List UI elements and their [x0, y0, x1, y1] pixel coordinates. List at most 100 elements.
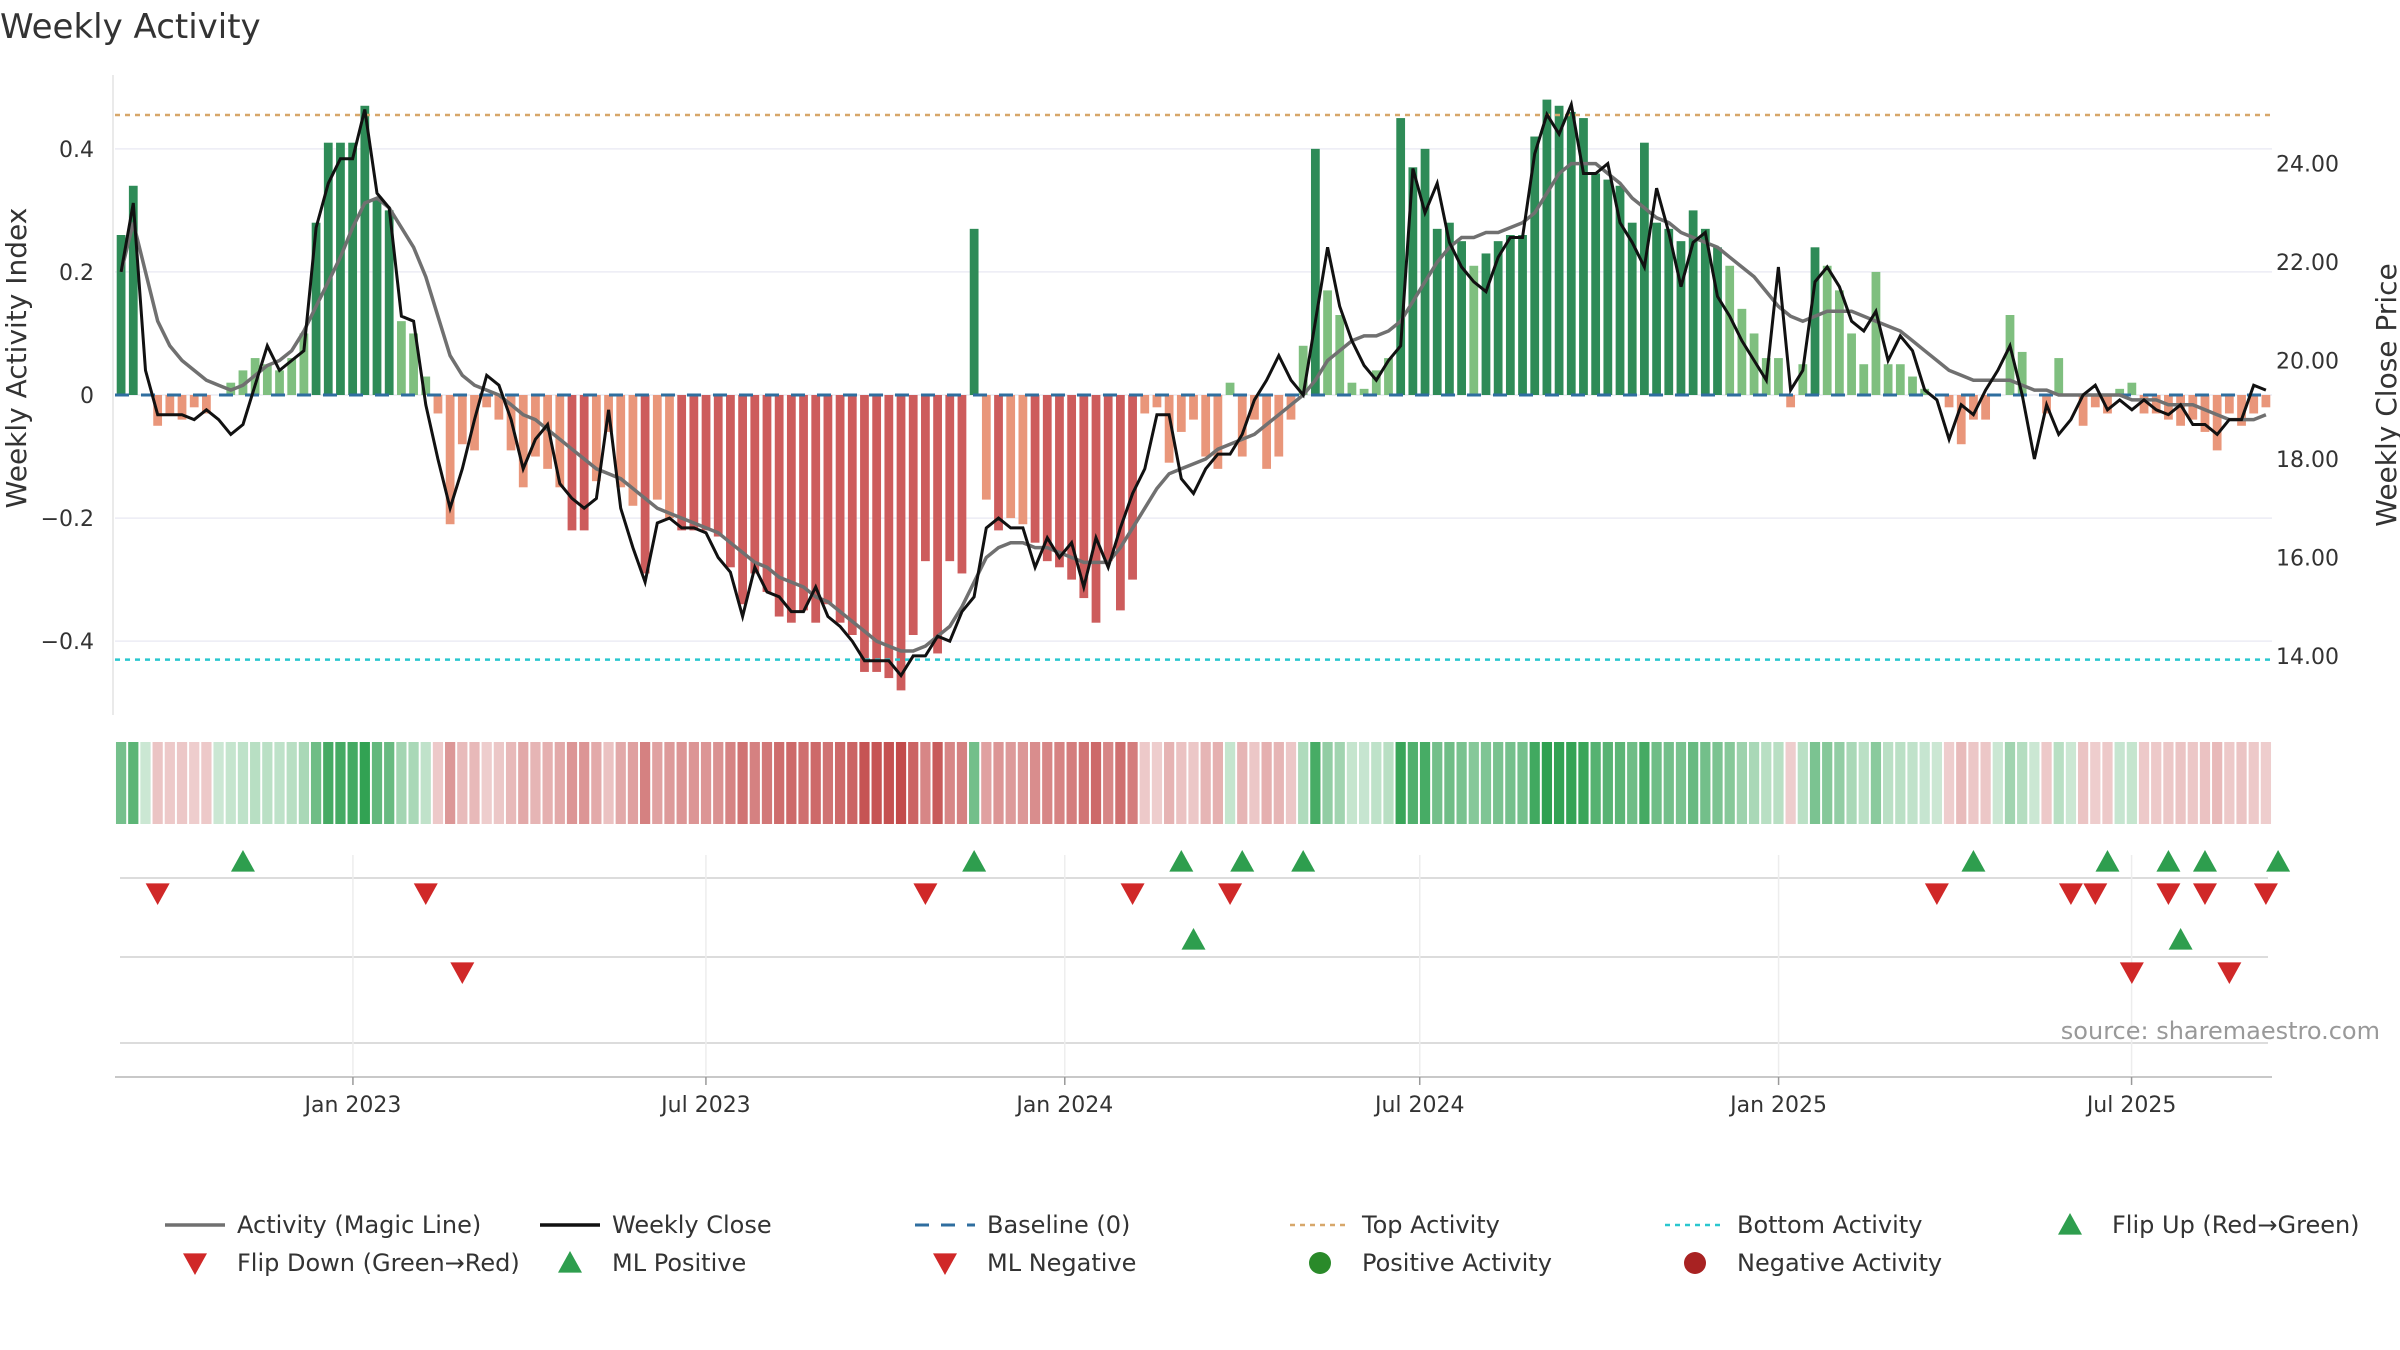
left-tick-label: −0.4: [41, 630, 94, 655]
activity-cell: [1151, 742, 1163, 824]
activity-bar: [933, 395, 942, 654]
activity-bar: [591, 395, 601, 482]
activity-bar: [1627, 222, 1637, 395]
activity-bar: [945, 395, 955, 562]
activity-bar: [762, 395, 772, 592]
activity-cell: [1419, 742, 1431, 824]
activity-bar: [323, 142, 333, 395]
activity-bar: [1128, 395, 1137, 580]
activity-bar: [457, 395, 467, 445]
activity-cell: [615, 742, 626, 824]
activity-bar: [969, 228, 979, 395]
weekly-close-line: [119, 99, 2267, 679]
activity-bar: [1652, 222, 1661, 395]
activity-cell: [1858, 742, 1869, 824]
activity-bar: [494, 395, 504, 420]
activity-cell: [1273, 742, 1284, 824]
legend-label: Baseline (0): [987, 1211, 1130, 1239]
activity-bar: [835, 395, 845, 623]
activity-bar: [2176, 395, 2185, 426]
activity-bar: [1176, 395, 1186, 432]
right-tick-label: 24.00: [2276, 153, 2339, 178]
activity-cell: [2163, 742, 2174, 824]
legend-swatch: [2058, 1213, 2082, 1235]
activity-bar: [847, 395, 857, 635]
right-tick-label: 20.00: [2276, 350, 2339, 375]
activity-cell: [822, 742, 834, 824]
activity-cell: [652, 742, 663, 824]
flip-up-marker: [1291, 850, 1316, 872]
activity-bar: [896, 395, 906, 691]
activity-cell: [1493, 742, 1504, 824]
activity-cell: [237, 742, 249, 824]
activity-bar: [1737, 308, 1747, 395]
activity-cell: [1139, 742, 1150, 824]
date-tick-label: Jan 2023: [302, 1093, 401, 1118]
right-tick-label: 16.00: [2276, 546, 2339, 571]
activity-cell: [1224, 742, 1236, 824]
activity-bar: [1323, 290, 1332, 395]
activity-cell: [140, 742, 151, 824]
activity-bar: [2054, 358, 2064, 395]
legend-label: Bottom Activity: [1737, 1211, 1922, 1239]
activity-bar: [1542, 99, 1552, 395]
activity-bar: [616, 395, 626, 488]
activity-bar: [262, 364, 272, 395]
activity-bar: [1481, 253, 1491, 395]
activity-cell: [1371, 742, 1382, 824]
flip-down-marker: [1120, 883, 1145, 905]
activity-bar: [1445, 222, 1454, 395]
activity-bar: [2139, 395, 2149, 414]
legend-entry: Bottom Activity: [1665, 1211, 1922, 1239]
activity-bar: [921, 395, 930, 562]
activity-cell: [883, 742, 894, 824]
activity-bar: [774, 395, 784, 617]
activity-bar: [2249, 395, 2259, 414]
activity-bar: [640, 395, 650, 574]
activity-bar: [2090, 395, 2100, 408]
activity-cell: [1444, 742, 1455, 824]
activity-bar: [652, 395, 662, 500]
activity-cell: [2248, 742, 2259, 824]
activity-cell: [1822, 742, 1833, 824]
activity-cell: [1480, 742, 1492, 824]
activity-cell: [1298, 742, 1309, 824]
activity-cell: [445, 742, 456, 824]
reference-lines: [115, 113, 2272, 661]
activity-bar: [884, 395, 894, 679]
activity-bar: [1749, 333, 1759, 395]
activity-cell: [530, 742, 541, 824]
activity-bar: [1237, 395, 1247, 457]
activity-bar: [1822, 265, 1832, 395]
activity-cell: [981, 742, 992, 824]
activity-bar: [981, 395, 991, 500]
legend-entry: Weekly Close: [540, 1211, 772, 1239]
activity-bar: [202, 395, 211, 414]
activity-cell: [1310, 742, 1321, 824]
activity-bar: [421, 376, 431, 395]
activity-bar: [811, 395, 821, 623]
ml-negative-marker: [2119, 962, 2144, 984]
activity-bar: [1384, 358, 1393, 395]
activity-cell: [2004, 742, 2016, 824]
activity-cell: [1724, 742, 1735, 824]
activity-cell: [115, 742, 127, 824]
activity-cell: [2212, 742, 2223, 824]
flip-up-marker: [2095, 850, 2120, 872]
activity-bar: [372, 198, 382, 395]
activity-cell: [2065, 742, 2077, 824]
activity-bar: [1140, 395, 1150, 414]
activity-cell: [1919, 742, 1930, 824]
activity-cell: [189, 742, 200, 824]
activity-bar: [1566, 111, 1576, 395]
activity-cell: [1468, 742, 1479, 824]
legend-label: Flip Up (Red→Green): [2112, 1211, 2360, 1239]
activity-cell: [1602, 742, 1613, 824]
activity-bar: [1615, 185, 1625, 395]
left-axis-label: Weekly Activity Index: [0, 208, 33, 509]
activity-bar: [482, 395, 492, 408]
legend-label: ML Negative: [987, 1249, 1136, 1277]
date-tick-label: Jul 2024: [1373, 1093, 1465, 1118]
activity-bar: [2188, 395, 2198, 420]
activity-bar: [2103, 395, 2112, 414]
